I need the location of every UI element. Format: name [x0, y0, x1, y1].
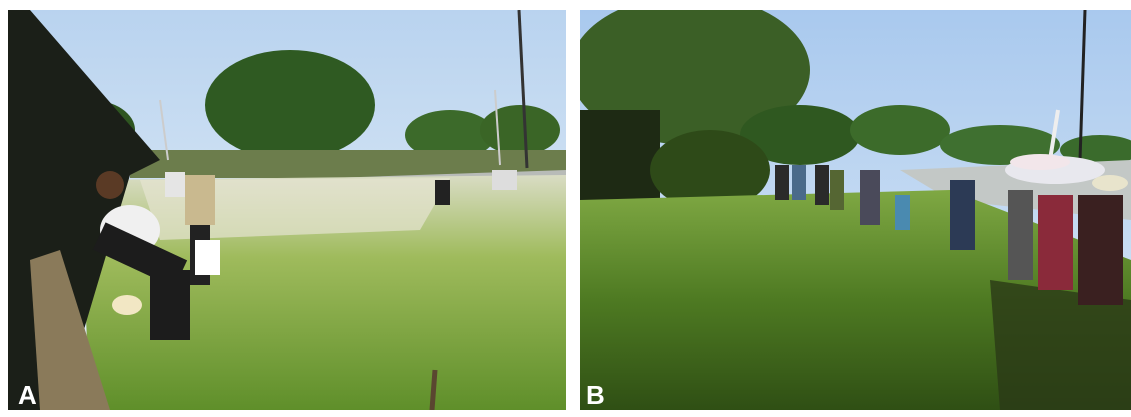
photo-a	[8, 10, 566, 410]
panel-label: B	[586, 380, 605, 410]
photo-b	[580, 10, 1131, 410]
panel-label: A	[18, 380, 37, 410]
